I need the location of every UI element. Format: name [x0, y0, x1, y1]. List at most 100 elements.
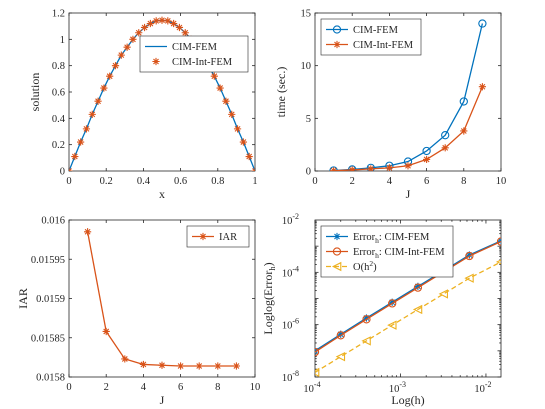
y-tick-label: 10	[301, 61, 312, 72]
legend-marker	[332, 247, 342, 256]
legend-item-2: Errorh: CIM-Int-FEM	[326, 247, 445, 260]
legend-box	[320, 18, 422, 56]
data-point	[251, 167, 255, 171]
data-point	[496, 237, 501, 246]
legend-item-1: CIM-FEM	[145, 42, 218, 53]
data-point	[414, 282, 422, 291]
x-tick-label: 0.8	[211, 176, 224, 187]
data-point	[129, 35, 137, 43]
data-point	[100, 84, 108, 92]
data-point	[387, 320, 397, 330]
x-axis-label: Log(h)	[391, 393, 424, 407]
series-2	[315, 237, 501, 357]
x-tick-label: 8	[461, 176, 466, 187]
legend-label: IAR	[219, 232, 237, 243]
legend: CIM-FEM CIM-Int-FEM	[320, 18, 422, 56]
y-tick-label: 0.8	[52, 61, 65, 72]
x-tick-label: 1	[252, 176, 257, 187]
legend-item-3: O(h2)	[326, 259, 377, 273]
legend-label: O(h2)	[353, 259, 377, 273]
chart-panel-1: 0 0.2 0.4 0.6 0.8 1 0 0.2 0.4 0.6 0.8 1 1.2 x solution…	[28, 9, 258, 202]
x-tick-label: 6	[178, 382, 183, 393]
x-tick-label: 10	[250, 382, 261, 393]
y-tick-label: 10-8	[282, 369, 299, 384]
y-tick-exponent: -6	[292, 317, 299, 326]
y-tick-label: 0.6	[52, 88, 65, 99]
data-point	[362, 315, 371, 324]
data-point	[216, 84, 224, 92]
y-axis-label: time (sec.)	[274, 67, 288, 118]
data-point	[330, 167, 338, 171]
plot-area	[314, 12, 502, 172]
data-point	[177, 362, 185, 370]
data-point	[367, 165, 375, 171]
series-1	[84, 228, 240, 370]
data-point	[111, 62, 120, 70]
data-point	[158, 16, 166, 24]
legend-item-2: CIM-Int-FEM	[326, 40, 414, 51]
legend-label: CIM-Int-FEM	[172, 57, 233, 68]
x-tick-label: 8	[215, 382, 220, 393]
data-point	[195, 362, 203, 370]
data-point	[222, 97, 230, 105]
legend-label: CIM-Int-FEM	[353, 40, 414, 51]
legend-marker	[332, 25, 342, 34]
y-axis-label-text: Loglog(Error	[261, 271, 275, 335]
y-tick-label: 10-6	[282, 317, 299, 332]
data-point	[77, 138, 85, 146]
legend-item-1: CIM-FEM	[326, 25, 399, 36]
legend-label-tail: : CIM-FEM	[379, 232, 430, 243]
y-tick-label: 0	[60, 167, 65, 178]
x-tick-label: 2	[350, 176, 355, 187]
legend-marker	[152, 57, 160, 66]
x-tick-exponent: -2	[485, 380, 492, 389]
legend: IAR	[186, 225, 250, 248]
legend-item-1: Errorh: CIM-FEM	[326, 232, 430, 245]
legend-label-sup: 2	[369, 259, 373, 268]
data-point	[152, 17, 160, 25]
data-point	[315, 347, 320, 357]
x-tick-exponent: -4	[314, 380, 321, 389]
y-axis-label: Loglog(Errorh)	[261, 262, 277, 334]
data-point	[438, 289, 449, 299]
series-line	[86, 231, 237, 367]
legend-label-text: Error	[353, 232, 376, 243]
data-point	[465, 251, 473, 259]
data-point	[232, 362, 240, 370]
legend-item-2: CIM-Int-FEM	[152, 57, 233, 68]
y-axis-label-sub: h	[267, 266, 277, 271]
data-point	[423, 155, 431, 164]
data-point	[336, 331, 345, 340]
y-tick-label: 0.0159	[36, 294, 65, 305]
x-axis-label: J	[160, 393, 165, 407]
legend-box	[186, 225, 250, 248]
legend-label: Errorh: CIM-FEM	[353, 232, 430, 245]
data-point	[140, 23, 149, 32]
x-tick-label: 6	[424, 176, 429, 187]
legend-label: CIM-FEM	[353, 25, 399, 36]
data-point	[121, 355, 129, 363]
legend-box	[139, 35, 249, 73]
data-point	[478, 83, 486, 91]
data-point	[84, 228, 92, 236]
data-point	[366, 163, 375, 171]
data-point	[464, 273, 474, 283]
data-point	[146, 19, 154, 28]
x-tick-label: 0.2	[100, 176, 113, 187]
series-line	[315, 240, 501, 352]
x-tick-base: 10	[474, 384, 485, 395]
data-point	[123, 43, 131, 51]
y-tick-label: 0.4	[52, 114, 66, 125]
y-tick-label: 0.016	[41, 216, 65, 227]
data-point	[388, 299, 397, 308]
x-tick-label: 0	[312, 176, 317, 187]
series-3	[315, 259, 501, 377]
y-axis-label-tail: )	[261, 262, 275, 266]
data-point	[181, 29, 189, 37]
y-axis-label: IAR	[16, 288, 30, 309]
data-point	[170, 19, 178, 28]
data-point	[422, 146, 431, 156]
y-tick-base: 10	[282, 373, 293, 384]
legend-label: Errorh: CIM-Int-FEM	[353, 247, 445, 260]
